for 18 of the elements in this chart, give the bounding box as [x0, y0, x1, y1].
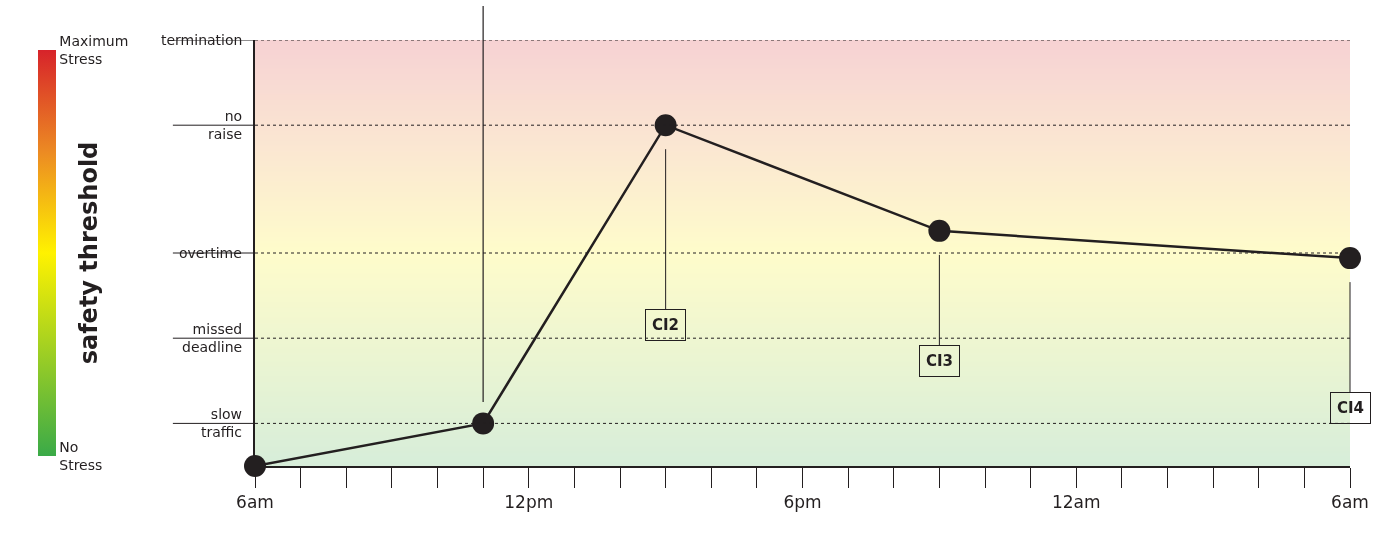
- ref-line-label: slow traffic: [201, 406, 243, 441]
- color-bar-label: Maximum Stress: [59, 32, 129, 67]
- x-tick-label: 12am: [1051, 492, 1101, 513]
- annotation: CI4: [1337, 399, 1365, 417]
- x-tick-label: 6am: [1331, 492, 1369, 513]
- point: [928, 219, 951, 242]
- ref-line-label: missed deadline: [182, 321, 243, 356]
- color-bar-title: safety threshold: [74, 141, 103, 365]
- x-tick-label: 6pm: [783, 492, 822, 513]
- ref-line-label: overtime: [179, 245, 242, 261]
- color-bar-label: No Stress: [59, 438, 103, 473]
- ref-line-label: no raise: [208, 108, 243, 143]
- annotation: CI3: [926, 352, 954, 370]
- x-tick-label: 12pm: [504, 492, 554, 513]
- ref-line-label: termination: [161, 32, 243, 48]
- x-tick-label: 6am: [236, 492, 274, 513]
- point: [472, 412, 495, 435]
- annotation: CI2: [652, 316, 680, 334]
